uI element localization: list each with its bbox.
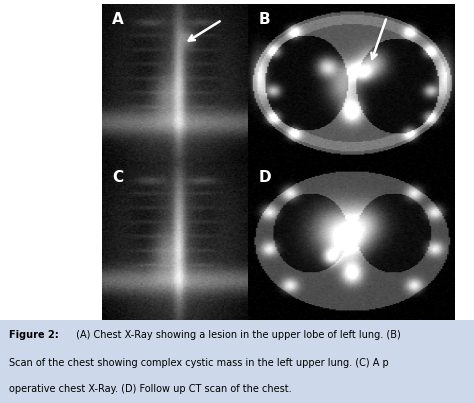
Text: operative chest X-Ray. (D) Follow up CT scan of the chest.: operative chest X-Ray. (D) Follow up CT … xyxy=(9,384,292,394)
Text: C: C xyxy=(112,170,123,185)
Text: B: B xyxy=(259,12,270,27)
Text: (A) Chest X-Ray showing a lesion in the upper lobe of left lung. (B): (A) Chest X-Ray showing a lesion in the … xyxy=(73,330,401,340)
Text: D: D xyxy=(259,170,272,185)
Text: A: A xyxy=(112,12,124,27)
Text: Figure 2:: Figure 2: xyxy=(9,330,59,340)
Text: Scan of the chest showing complex cystic mass in the left upper lung. (C) A p: Scan of the chest showing complex cystic… xyxy=(9,358,389,368)
